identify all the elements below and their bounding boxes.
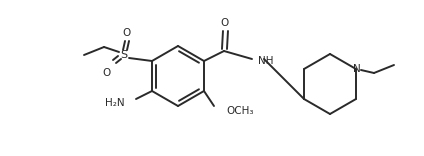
Text: S: S (120, 50, 128, 60)
Text: O: O (221, 18, 229, 28)
Text: H₂N: H₂N (106, 98, 125, 108)
Text: O: O (102, 68, 110, 78)
Text: NH: NH (258, 56, 273, 66)
Text: OCH₃: OCH₃ (226, 106, 254, 116)
Text: N: N (353, 64, 361, 74)
Text: O: O (122, 28, 130, 38)
